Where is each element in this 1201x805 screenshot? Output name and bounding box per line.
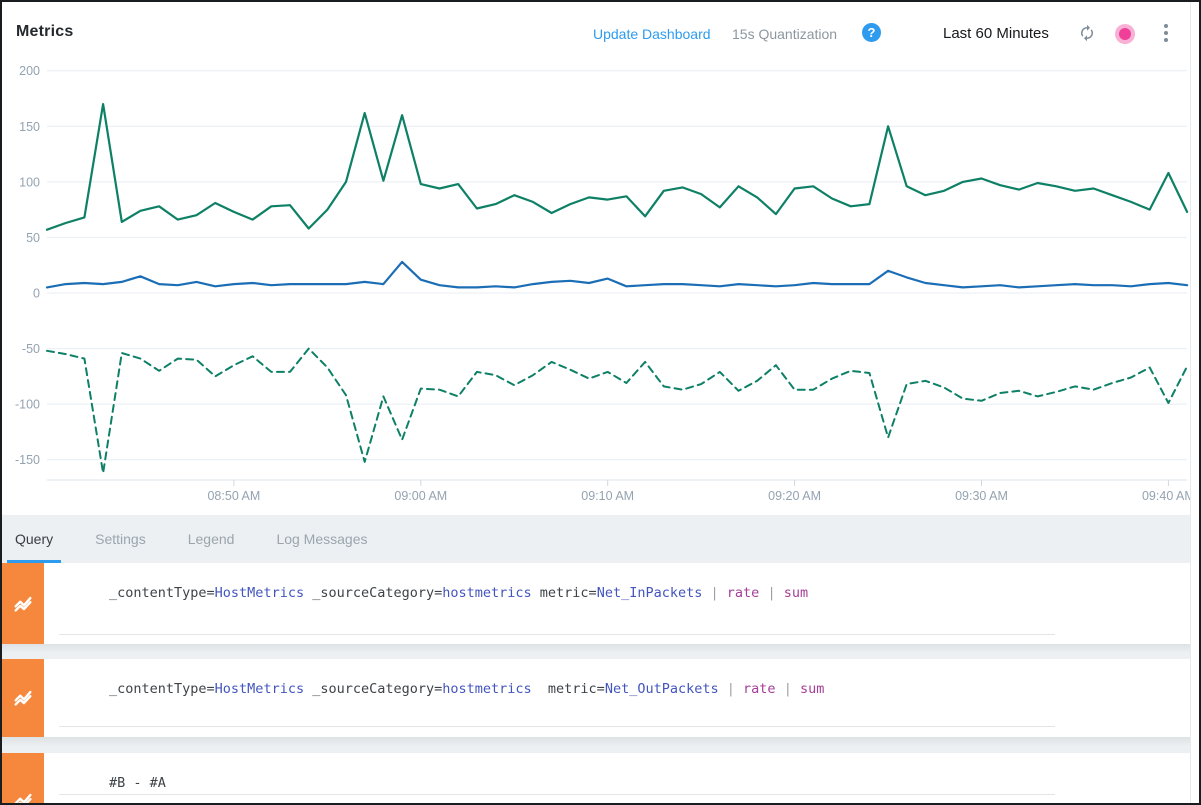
metrics-chart[interactable]: 200 150 100 50 0 -50 -100 -150 08:50 AM 09:00 AM 0… [2,60,1192,515]
x-axis-label: 09:20 AM [768,489,821,503]
quantization-label: 15s Quantization [732,26,837,42]
query-input-A[interactable]: _contentType=HostMetrics _sourceCategory… [59,573,1055,635]
x-axis-label: 09:00 AM [394,489,447,503]
query-row-A: _contentType=HostMetrics _sourceCategory… [2,563,1199,644]
tab-settings[interactable]: Settings [87,515,154,563]
y-axis-label: -150 [15,453,40,467]
y-axis-label: 100 [19,175,40,189]
tab-log-messages[interactable]: Log Messages [268,515,375,563]
x-axis-label: 09:30 AM [955,489,1008,503]
query-text: #B - #A [59,763,1055,793]
scrollbar-track[interactable] [1190,2,1199,803]
tab-legend[interactable]: Legend [180,515,243,563]
series-line-A [47,104,1187,230]
y-axis-label: -100 [15,398,40,412]
series-line-B [47,262,1187,288]
help-icon[interactable]: ? [862,23,881,42]
metrics-panel: Metrics Update Dashboard 15s Quantizatio… [0,0,1201,805]
update-dashboard-link[interactable]: Update Dashboard [593,26,711,42]
query-row-C: #B - #A [2,753,1199,805]
query-text: _contentType=HostMetrics _sourceCategory… [59,573,1055,603]
metric-query-zigzag-icon[interactable] [2,659,44,737]
series-line-C [47,349,1187,473]
kebab-menu-icon[interactable] [1159,22,1173,49]
y-axis-label: -50 [22,342,40,356]
page-title: Metrics [16,23,73,41]
panel-header: Metrics Update Dashboard 15s Quantizatio… [2,2,1199,60]
query-text: _contentType=HostMetrics _sourceCategory… [59,669,1055,699]
y-axis-label: 0 [33,287,40,301]
time-range-selector[interactable]: Last 60 Minutes [943,25,1049,42]
metric-query-zigzag-icon[interactable] [2,753,44,805]
x-axis-label: 09:40 AM [1142,489,1192,503]
record-status-icon[interactable] [1115,24,1135,44]
query-rows: _contentType=HostMetrics _sourceCategory… [2,563,1199,803]
refresh-icon[interactable] [1078,24,1096,47]
y-axis-label: 200 [19,64,40,78]
row-separator [2,644,1199,659]
panel-tabs: Query Settings Legend Log Messages [2,515,1199,563]
x-axis-label: 09:10 AM [581,489,634,503]
y-axis-label: 50 [26,231,40,245]
query-row-B: _contentType=HostMetrics _sourceCategory… [2,659,1199,737]
y-axis-label: 150 [19,120,40,134]
row-separator [2,737,1199,753]
query-input-B[interactable]: _contentType=HostMetrics _sourceCategory… [59,669,1055,727]
x-axis-label: 08:50 AM [207,489,260,503]
chart-canvas: 200 150 100 50 0 -50 -100 -150 08:50 AM 09:00 AM 0… [2,60,1192,515]
query-input-C[interactable]: #B - #A [59,763,1055,795]
tab-query[interactable]: Query [7,515,61,563]
metric-query-zigzag-icon[interactable] [2,563,44,644]
